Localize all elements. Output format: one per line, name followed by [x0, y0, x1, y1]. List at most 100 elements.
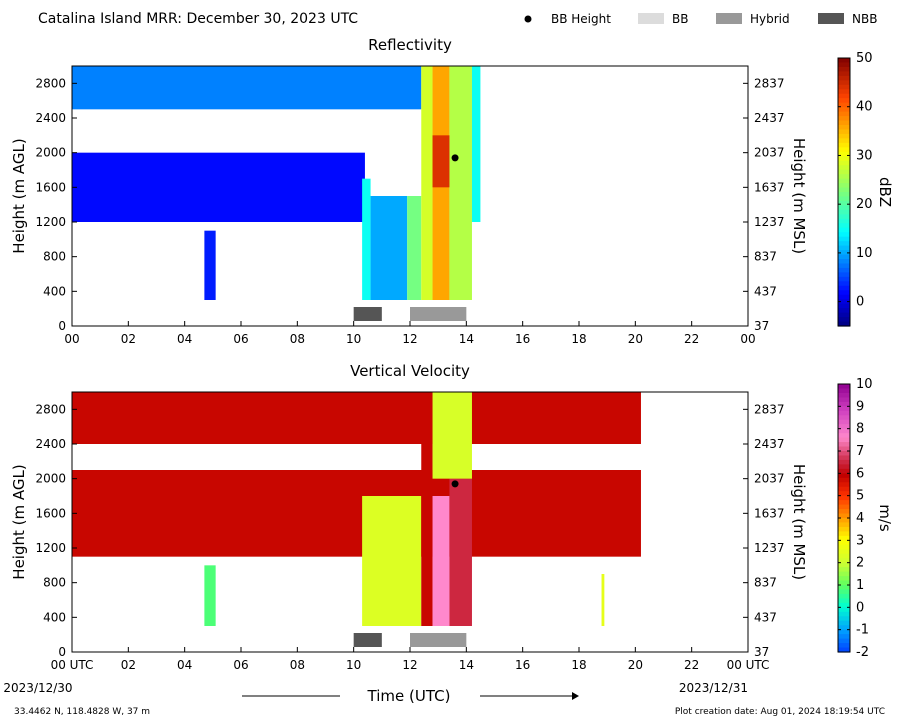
y2-tick-label: 837: [754, 250, 777, 264]
colorbar-strip: [838, 71, 850, 77]
colorbar-strip: [838, 62, 850, 68]
data-region: [72, 392, 641, 444]
y-tick-label: 800: [43, 250, 66, 264]
y-tick-label: 1200: [35, 541, 66, 555]
creation-date-label: Plot creation date: Aug 01, 2024 18:19:5…: [675, 707, 885, 717]
y2-tick-label: 1637: [754, 506, 785, 520]
colorbar-strip: [838, 156, 850, 162]
colorbar-tick-label: 7: [856, 444, 864, 459]
colorbar-strip: [838, 133, 850, 139]
colorbar-strip: [838, 415, 850, 421]
y-tick-label: 400: [43, 284, 66, 298]
colorbar-strip: [838, 254, 850, 260]
x-tick-label: 22: [684, 332, 699, 346]
colorbar-strip: [838, 625, 850, 631]
x-tick-label: 02: [121, 332, 136, 346]
x-tick-label: 14: [459, 658, 474, 672]
time-arrow-head: [572, 692, 579, 700]
colorbar-strip: [838, 209, 850, 215]
data-region: [362, 178, 371, 300]
y-tick-label: 400: [43, 610, 66, 624]
colorbar-strip: [838, 482, 850, 488]
colorbar-strip: [838, 129, 850, 135]
y-tick-label: 0: [58, 319, 66, 333]
colorbar-strip: [838, 464, 850, 470]
x-tick-label: 22: [684, 658, 699, 672]
colorbar-strip: [838, 495, 850, 501]
colorbar-strip: [838, 317, 850, 323]
colorbar-strip: [838, 196, 850, 202]
y2-axis-label: Height (m MSL): [790, 138, 808, 254]
y2-axis-label: Height (m MSL): [790, 464, 808, 580]
colorbar-strip: [838, 308, 850, 314]
y-tick-label: 2800: [35, 76, 66, 90]
colorbar-tick-label: 3: [856, 533, 864, 548]
colorbar-strip: [838, 214, 850, 220]
colorbar-strip: [838, 178, 850, 184]
colorbar-strip: [838, 241, 850, 247]
colorbar-strip: [838, 192, 850, 198]
colorbar-strip: [838, 504, 850, 510]
colorbar-strip: [838, 535, 850, 541]
data-region: [449, 66, 472, 300]
colorbar-strip: [838, 80, 850, 86]
colorbar-strip: [838, 272, 850, 278]
y2-tick-label: 2437: [754, 111, 785, 125]
x-tick-label: 10: [346, 658, 361, 672]
data-region: [432, 135, 450, 188]
data-region: [72, 66, 422, 110]
y-tick-label: 2000: [35, 472, 66, 486]
x-axis-label: Time (UTC): [367, 687, 451, 705]
colorbar-strip: [838, 312, 850, 318]
x-tick-label: 04: [177, 658, 192, 672]
colorbar-strip: [838, 102, 850, 108]
colorbar-tick-label: 30: [856, 148, 873, 163]
x-tick-label: 12: [402, 658, 417, 672]
colorbar-strip: [838, 187, 850, 193]
x-tick-label: 10: [346, 332, 361, 346]
colorbar-strip: [838, 169, 850, 175]
colorbar-tick-label: 0: [856, 600, 864, 615]
colorbar-tick-label: 10: [856, 246, 873, 261]
data-region: [72, 152, 365, 222]
legend-label: BB Height: [551, 12, 611, 26]
colorbar-strip: [838, 138, 850, 144]
colorbar-tick-label: 6: [856, 466, 864, 481]
colorbar-strip: [838, 281, 850, 287]
colorbar-tick-label: 0: [856, 295, 864, 310]
colorbar-tick-label: 5: [856, 489, 864, 504]
bb-class-bar: [410, 633, 467, 647]
colorbar-strip: [838, 98, 850, 104]
y-tick-label: 2400: [35, 437, 66, 451]
colorbar-strip: [838, 607, 850, 613]
colorbar-strip: [838, 500, 850, 506]
y-tick-label: 2400: [35, 111, 66, 125]
colorbar-strip: [838, 89, 850, 95]
colorbar-strip: [838, 406, 850, 412]
data-region: [72, 470, 641, 557]
legend: BB Height BB Hybrid NBB: [524, 12, 877, 26]
panel-title: Reflectivity: [368, 36, 452, 54]
colorbar-strip: [838, 66, 850, 72]
colorbar-strip: [838, 75, 850, 81]
colorbar-strip: [838, 388, 850, 394]
x-tick-label: 00 UTC: [51, 658, 94, 672]
colorbar-strip: [838, 285, 850, 291]
colorbar-strip: [838, 620, 850, 626]
data-region: [370, 196, 408, 300]
y2-tick-label: 437: [754, 610, 777, 624]
colorbar-strip: [838, 227, 850, 233]
legend-label: BB: [672, 12, 688, 26]
data-region: [362, 496, 422, 626]
colorbar-strip: [838, 562, 850, 568]
colorbar-strip: [838, 611, 850, 617]
y2-tick-label: 2037: [754, 472, 785, 486]
colorbar-label: m/s: [876, 504, 894, 532]
y-tick-label: 0: [58, 645, 66, 659]
colorbar-strip: [838, 200, 850, 206]
colorbar-strip: [838, 303, 850, 309]
colorbar-strip: [838, 410, 850, 416]
colorbar-tick-label: 4: [856, 511, 864, 526]
y2-tick-label: 837: [754, 576, 777, 590]
